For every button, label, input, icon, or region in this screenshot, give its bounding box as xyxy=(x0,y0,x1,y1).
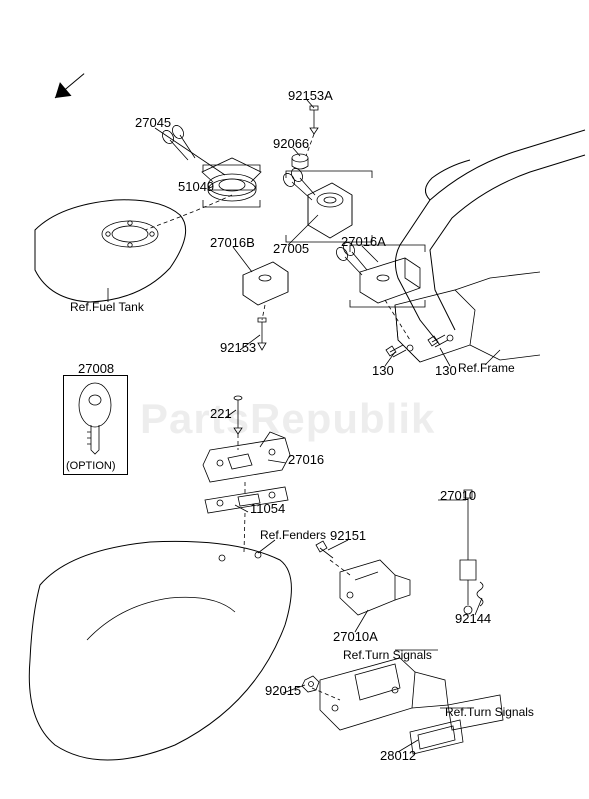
label-28012: 28012 xyxy=(380,748,416,763)
label-27010: 27010 xyxy=(440,488,476,503)
part-27010 xyxy=(460,490,476,614)
part-221 xyxy=(234,396,242,434)
label-92144: 92144 xyxy=(455,611,491,626)
part-27010A xyxy=(340,560,410,615)
diagram-canvas: (OPTION) 27045 92153A 51049 92066 27016B… xyxy=(0,0,589,799)
ref-turn-sig-1: Ref.Turn Signals xyxy=(343,648,432,662)
label-27016A: 27016A xyxy=(341,234,386,249)
nav-arrow-icon xyxy=(49,67,90,105)
label-92153: 92153 xyxy=(220,340,256,355)
ref-fuel-tank: Ref.Fuel Tank xyxy=(70,300,144,314)
fuel-tank-outline xyxy=(35,200,186,302)
label-92151: 92151 xyxy=(330,528,366,543)
part-92153A xyxy=(310,106,318,134)
label-51049: 51049 xyxy=(178,179,214,194)
label-11054: 11054 xyxy=(250,501,285,516)
label-130a: 130 xyxy=(372,363,394,378)
fender-outline xyxy=(29,541,291,760)
leader-lines xyxy=(108,100,500,752)
part-27016 xyxy=(203,432,290,482)
part-92151 xyxy=(316,541,333,558)
label-221: 221 xyxy=(210,406,232,421)
label-27005: 27005 xyxy=(273,241,309,256)
part-28012 xyxy=(410,720,463,754)
label-27016B: 27016B xyxy=(210,235,255,250)
label-92066: 92066 xyxy=(273,136,309,151)
label-27010A: 27010A xyxy=(333,629,378,644)
label-27045: 27045 xyxy=(135,115,171,130)
label-92015: 92015 xyxy=(265,683,301,698)
part-130 xyxy=(386,335,448,357)
label-27008: 27008 xyxy=(78,361,114,376)
option-label: (OPTION) xyxy=(66,460,116,472)
lower-bracket xyxy=(320,658,503,730)
ref-frame: Ref.Frame xyxy=(458,361,515,375)
part-92015 xyxy=(302,676,319,692)
label-130b: 130 xyxy=(435,363,457,378)
ref-fenders: Ref.Fenders xyxy=(260,528,326,542)
part-27005 xyxy=(281,166,352,238)
label-27016: 27016 xyxy=(288,452,324,467)
label-92153A: 92153A xyxy=(288,88,333,103)
ref-turn-sig-2: Ref.Turn Signals xyxy=(445,705,534,719)
part-92066 xyxy=(292,154,308,169)
part-92153 xyxy=(258,318,266,350)
part-27016A xyxy=(334,240,420,303)
frame-outline xyxy=(395,130,585,362)
